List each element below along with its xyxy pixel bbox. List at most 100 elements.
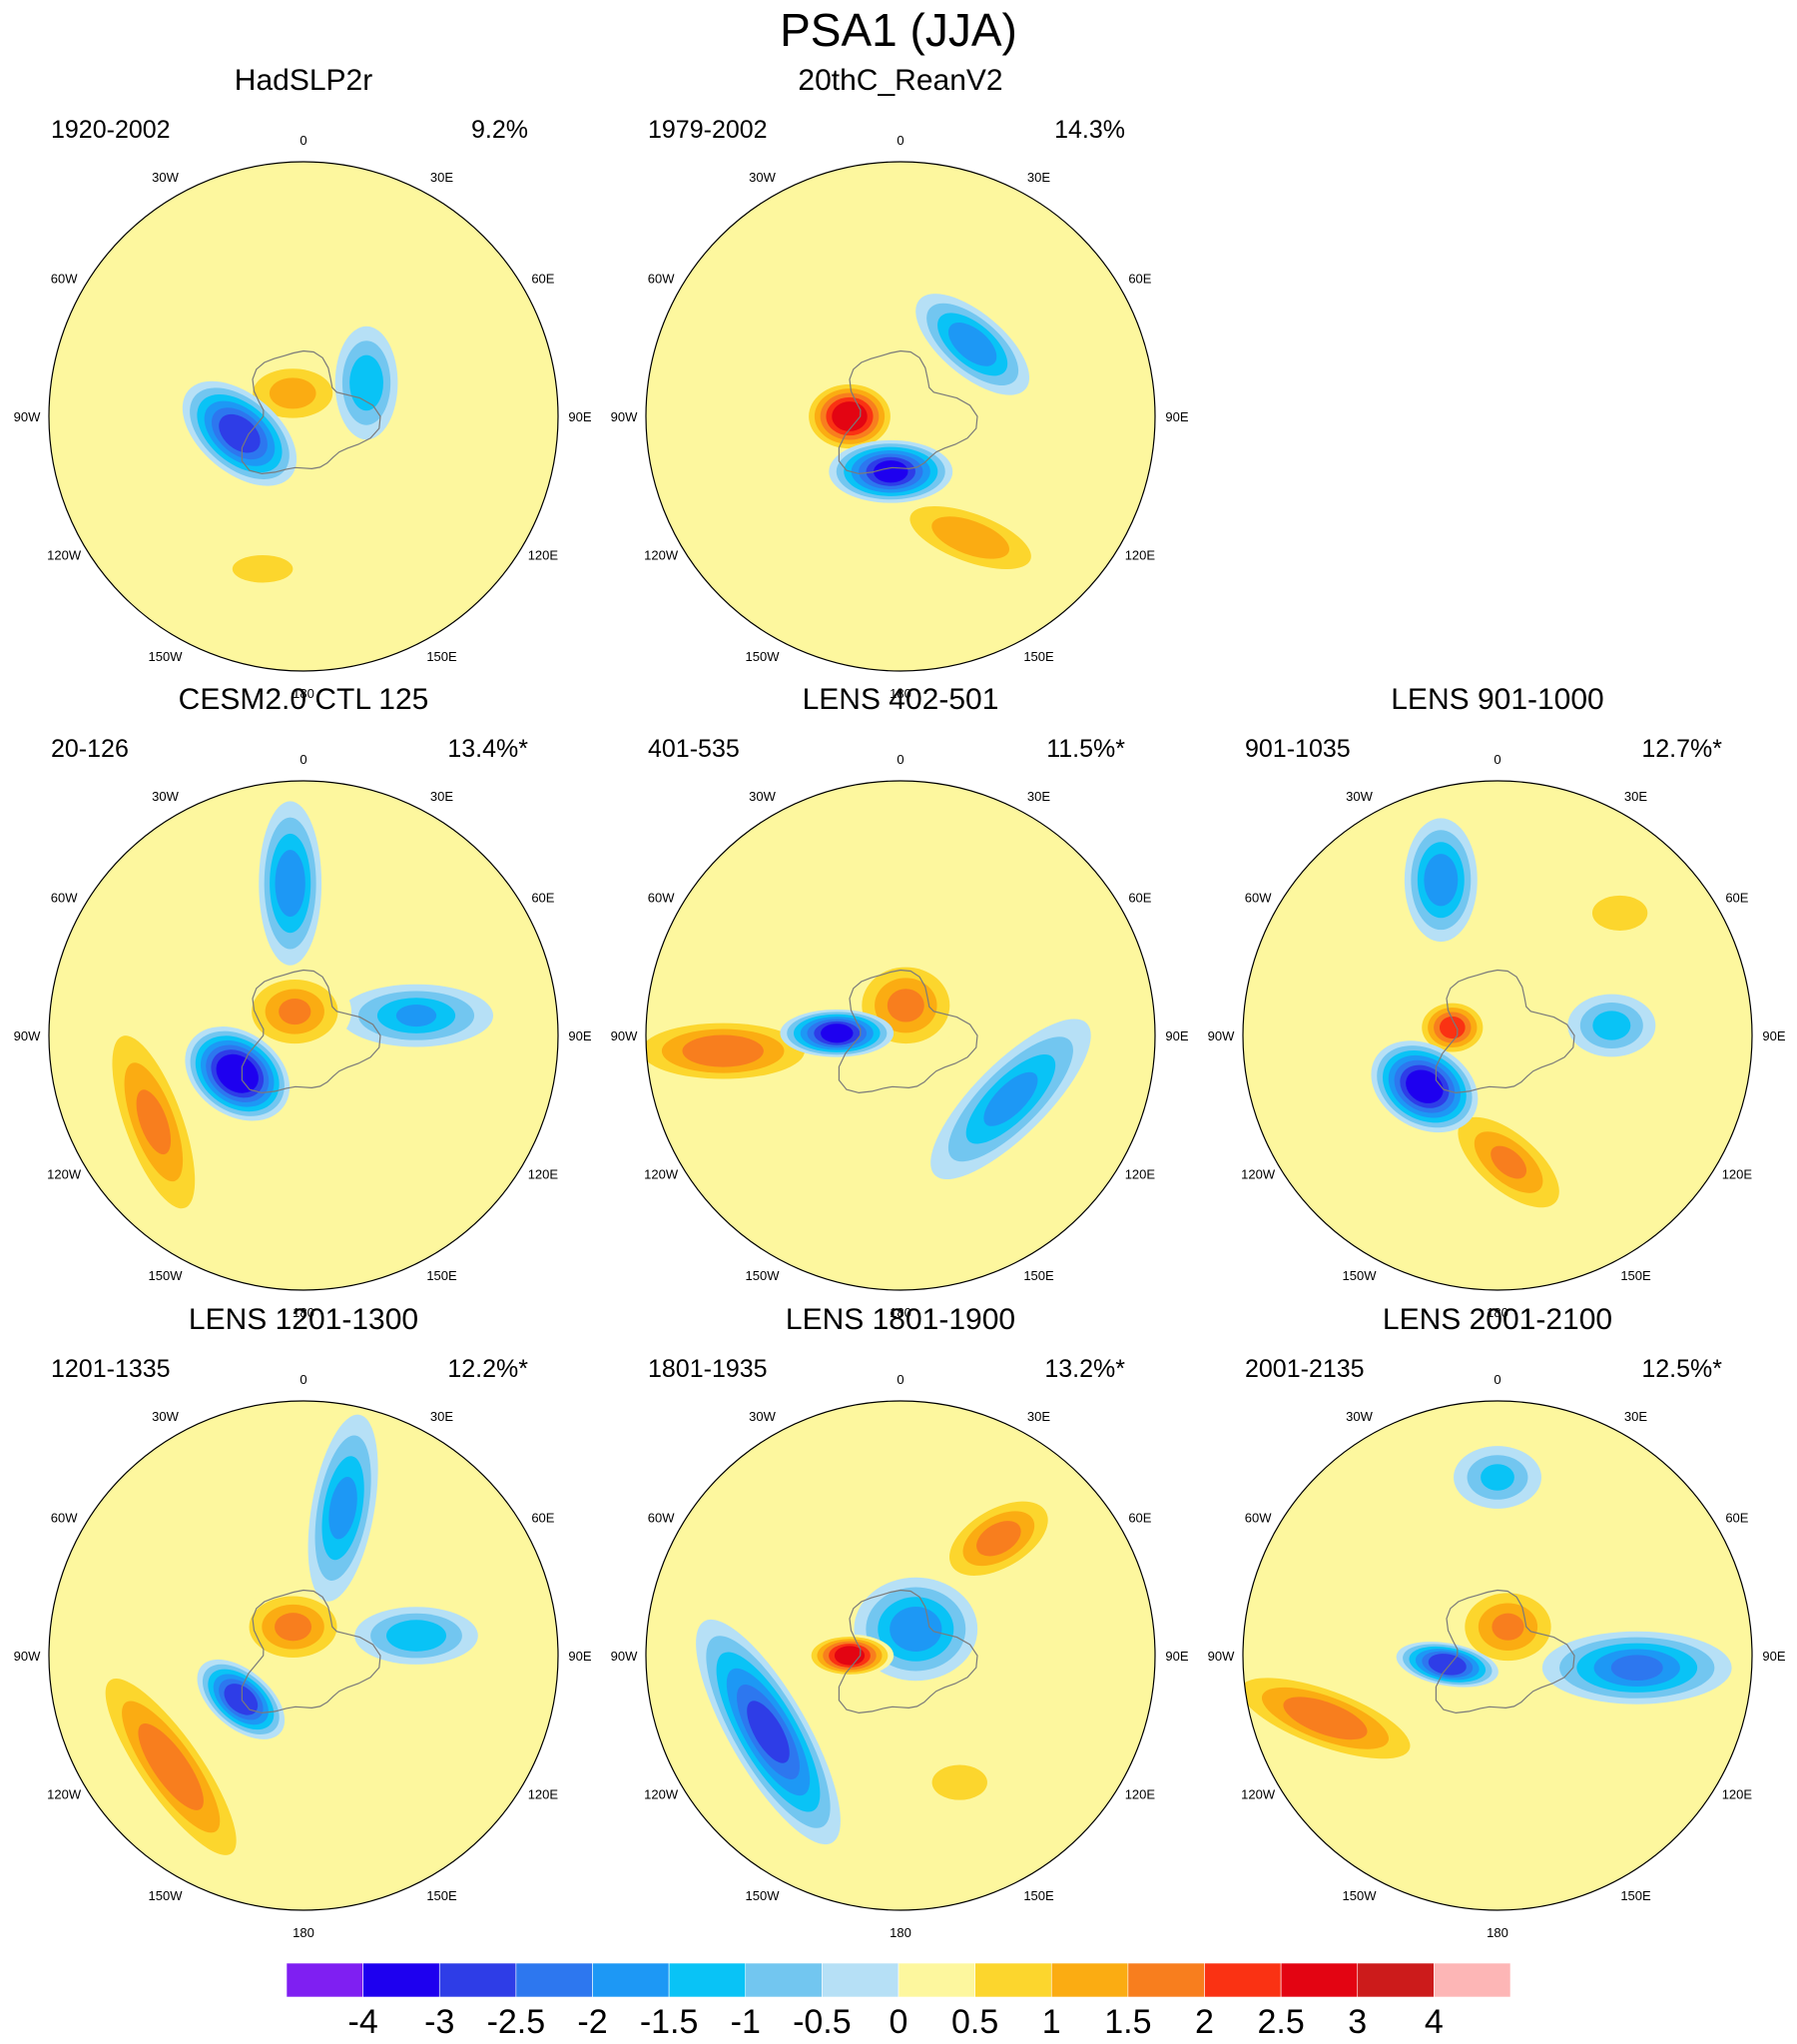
longitude-label: 180 — [890, 1305, 911, 1320]
longitude-label: 120W — [1241, 1167, 1276, 1182]
longitude-label: 60W — [1245, 1511, 1272, 1526]
longitude-label: 120E — [1125, 1167, 1156, 1182]
longitude-label: 150E — [426, 1888, 457, 1903]
map-panel: 0 30E 60E 90E 120E 150E 180 150W 120W 90W 60W 30W CE… — [14, 683, 592, 1320]
longitude-label: 90W — [1208, 1649, 1235, 1664]
colorbar-label: 2 — [1195, 2003, 1214, 2041]
longitude-label: 120E — [528, 1167, 559, 1182]
longitude-label: 180 — [293, 686, 314, 701]
longitude-label: 150W — [1343, 1268, 1378, 1283]
positive-anomaly — [89, 1656, 254, 1878]
longitude-label: 150E — [1023, 649, 1054, 664]
longitude-label: 90E — [1762, 1028, 1785, 1043]
longitude-label: 60W — [51, 891, 78, 906]
longitude-label: 90W — [611, 1649, 638, 1664]
anomaly-field — [49, 162, 558, 671]
contour-band — [1591, 895, 1648, 931]
longitude-label: 60E — [531, 891, 554, 906]
colorbar-swatch — [1050, 1962, 1129, 1998]
colorbar-swatch — [822, 1962, 899, 1998]
coastline — [838, 969, 978, 1094]
contour-band — [747, 1701, 790, 1763]
longitude-label: 150E — [1023, 1888, 1054, 1903]
contour-band — [275, 850, 305, 917]
longitude-label: 150E — [1620, 1268, 1651, 1283]
positive-anomaly — [888, 495, 1053, 580]
negative-anomaly — [307, 1414, 378, 1602]
contour-band — [931, 1764, 987, 1800]
longitude-label: 30W — [1346, 1409, 1373, 1424]
colorbar-label: 2.5 — [1257, 2003, 1304, 2041]
colorbar-label: 1.5 — [1104, 2003, 1151, 2041]
longitude-label: 120E — [528, 1787, 559, 1802]
longitude-label: 60E — [1725, 891, 1748, 906]
longitude-label: 0 — [300, 752, 306, 767]
longitude-label: 150W — [746, 1268, 781, 1283]
longitude-label: 30E — [1027, 1409, 1050, 1424]
longitude-label: 60E — [1128, 272, 1151, 287]
positive-anomaly — [1575, 887, 1664, 940]
longitude-label: 30W — [749, 170, 776, 185]
map-panel: 0 30E 60E 90E 120E 150E 180 150W 120W 90W 60W 30W LE… — [1208, 1303, 1786, 1940]
longitude-label: 120E — [1722, 1167, 1753, 1182]
contour-band — [1491, 1145, 1527, 1179]
positive-anomaly — [805, 1634, 895, 1678]
longitude-label: 60E — [1128, 1511, 1151, 1526]
longitude-label: 90E — [1165, 1649, 1188, 1664]
positive-anomaly — [1451, 1583, 1565, 1672]
contour-band — [1610, 1655, 1663, 1682]
panel-title: LENS 901-1000 — [1391, 683, 1604, 716]
colorbar-label: -3 — [424, 2003, 454, 2041]
longitude-label: 30W — [152, 789, 179, 804]
contour-band — [328, 1476, 357, 1540]
contour-band — [395, 1005, 437, 1027]
longitude-label: 120E — [1125, 548, 1156, 563]
longitude-label: 120W — [47, 548, 82, 563]
negative-anomaly — [182, 380, 298, 486]
panel-title: LENS 402-501 — [803, 683, 999, 716]
anomaly-field — [646, 1401, 1155, 1910]
longitude-label: 120W — [644, 548, 679, 563]
longitude-label: 90E — [568, 409, 591, 424]
longitude-label: 180 — [1487, 1925, 1508, 1940]
coastline — [838, 349, 978, 475]
longitude-label: 150W — [149, 649, 184, 664]
anomaly-field — [49, 781, 558, 1290]
map-border — [48, 780, 559, 1291]
longitude-label: 90E — [568, 1028, 591, 1043]
longitude-label: 180 — [293, 1305, 314, 1320]
map-panel: 0 30E 60E 90E 120E 150E 180 150W 120W 90W 60W 30W LE… — [611, 683, 1189, 1320]
longitude-label: 30W — [749, 1409, 776, 1424]
panel-variance: 14.3% — [1054, 116, 1125, 144]
longitude-label: 60E — [531, 272, 554, 287]
longitude-label: 90W — [611, 409, 638, 424]
positive-anomaly — [803, 379, 897, 453]
map-panel: 0 30E 60E 90E 120E 150E 180 150W 120W 90W 60W 30W LE… — [1208, 683, 1786, 1320]
colorbar-swatch — [1434, 1962, 1511, 1998]
panel-title: CESM2.0 CTL 125 — [179, 683, 429, 716]
negative-anomaly — [930, 1019, 1091, 1180]
colorbar-swatch — [1127, 1962, 1205, 1998]
contour-band — [946, 833, 1058, 886]
background-field — [646, 162, 1155, 671]
negative-anomaly — [1454, 1446, 1541, 1509]
panel-period: 20-126 — [51, 735, 129, 763]
contour-band — [682, 1034, 764, 1067]
longitude-label: 0 — [1494, 1372, 1500, 1387]
colorbar-label: -1 — [731, 2003, 761, 2041]
longitude-label: 30E — [1027, 170, 1050, 185]
contour-band — [1428, 1654, 1467, 1676]
longitude-label: 150W — [149, 1888, 184, 1903]
contour-band — [976, 1521, 1021, 1557]
figure-title: PSA1 (JJA) — [780, 4, 1017, 56]
longitude-label: 180 — [890, 686, 911, 701]
coastline — [241, 349, 381, 475]
anomaly-field — [1243, 781, 1752, 1290]
longitude-label: 60W — [648, 891, 675, 906]
positive-anomaly — [1416, 999, 1490, 1056]
colorbar-swatch — [438, 1962, 517, 1998]
colorbar-swatch — [1280, 1962, 1359, 1998]
longitude-label: 90E — [1762, 1649, 1785, 1664]
longitude-label: 90W — [1208, 1028, 1235, 1043]
